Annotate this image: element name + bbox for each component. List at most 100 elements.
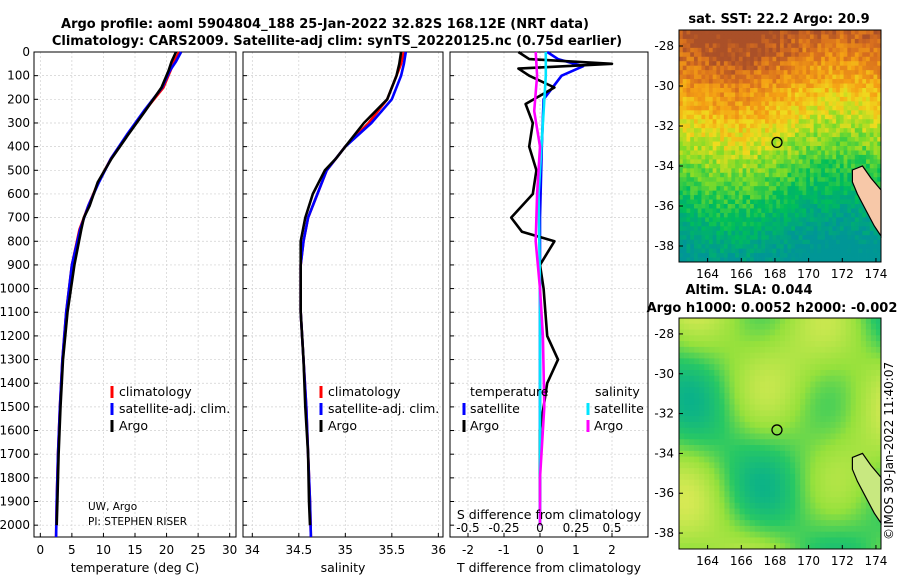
map-cell [723,235,729,241]
map-cell [761,79,766,84]
map-cell [764,439,771,446]
map-cell [679,30,684,35]
map-cell [785,404,791,411]
map-cell [769,352,776,359]
map-cell [809,119,815,125]
map-cell [824,56,830,62]
map-cell [854,88,859,93]
map-cell [806,172,811,178]
map-cell [847,244,852,250]
map-cell [851,74,856,80]
map-cell [824,30,830,35]
map-cell [744,364,751,371]
map-cell [709,514,715,521]
map-cell [684,502,690,509]
map-cell [720,235,725,241]
map-cell [701,70,706,76]
map-cell [735,195,740,200]
map-cell [813,181,818,187]
map-cell [828,43,833,49]
map-cell [830,369,836,377]
series-line-satellite-adj-clim- [299,51,408,538]
map-cell [870,358,877,365]
map-cell [693,47,699,53]
map-cell [870,375,877,382]
map-cell [759,323,766,330]
map-cell [820,485,826,492]
map-cell [825,358,831,365]
map-cell [830,416,836,423]
map-cell [780,221,785,227]
map-cell [750,65,755,71]
map-cell [723,181,729,187]
map-cell [689,479,695,486]
map-cell [705,163,710,169]
map-cell [689,346,695,354]
map-cell [802,172,807,178]
map-cell [712,235,717,241]
map-cell [746,221,751,227]
map-cell [768,163,773,169]
map-cell [785,468,791,475]
map-cell [847,30,852,35]
map-cell [840,520,847,527]
map-cell [689,433,695,440]
map-cell [802,88,807,93]
map-cell [800,410,806,417]
map-cell [802,52,807,58]
map-cell [791,226,796,232]
map-cell [753,56,758,62]
map-cell [714,335,720,342]
temperature-panel: 0 5 10 15 20 25 300100200300400500600700800900… [0,45,237,575]
map-cell [765,110,770,116]
map-cell [716,177,721,183]
map-cell [835,335,841,342]
map-cell [704,398,710,406]
map-cell [744,468,751,475]
map-cell [724,346,730,354]
map-cell [684,346,690,354]
map-cell [742,34,747,40]
map-cell [850,439,857,446]
map-cell [699,410,705,417]
map-cell [735,159,740,165]
map-cell [679,450,685,458]
map-cell [821,79,826,84]
map-cell [679,221,684,227]
map-cell [712,199,717,205]
map-cell [682,208,687,214]
map-cell [712,195,717,200]
map-cell [735,123,740,129]
map-cell [851,96,856,102]
map-cell [800,398,806,406]
map-cell [825,543,831,550]
map-cell [723,244,729,250]
map-cell [790,375,796,382]
map-cell [843,56,848,62]
map-cell [679,208,684,214]
map-cell [855,445,862,452]
map-cell [761,208,766,214]
map-cell [769,456,776,463]
map-cell [839,221,844,227]
map-cell [738,61,743,67]
map-cell [813,204,818,209]
map-cell [815,537,821,544]
map-cell [690,208,695,214]
map-cell [712,208,717,214]
map-cell [731,244,736,250]
map-cell [869,56,874,62]
map-cell [734,387,740,394]
map-cell [794,195,800,200]
map-cell [780,410,786,417]
map-cell [753,186,758,192]
map-cell [723,88,729,93]
map-cell [805,393,811,400]
map-cell [790,381,796,388]
map-cell [873,177,878,183]
map-cell [709,445,715,452]
map-cell [787,244,792,250]
map-cell [806,92,811,98]
map-cell [798,154,803,160]
map-cell [858,47,863,53]
